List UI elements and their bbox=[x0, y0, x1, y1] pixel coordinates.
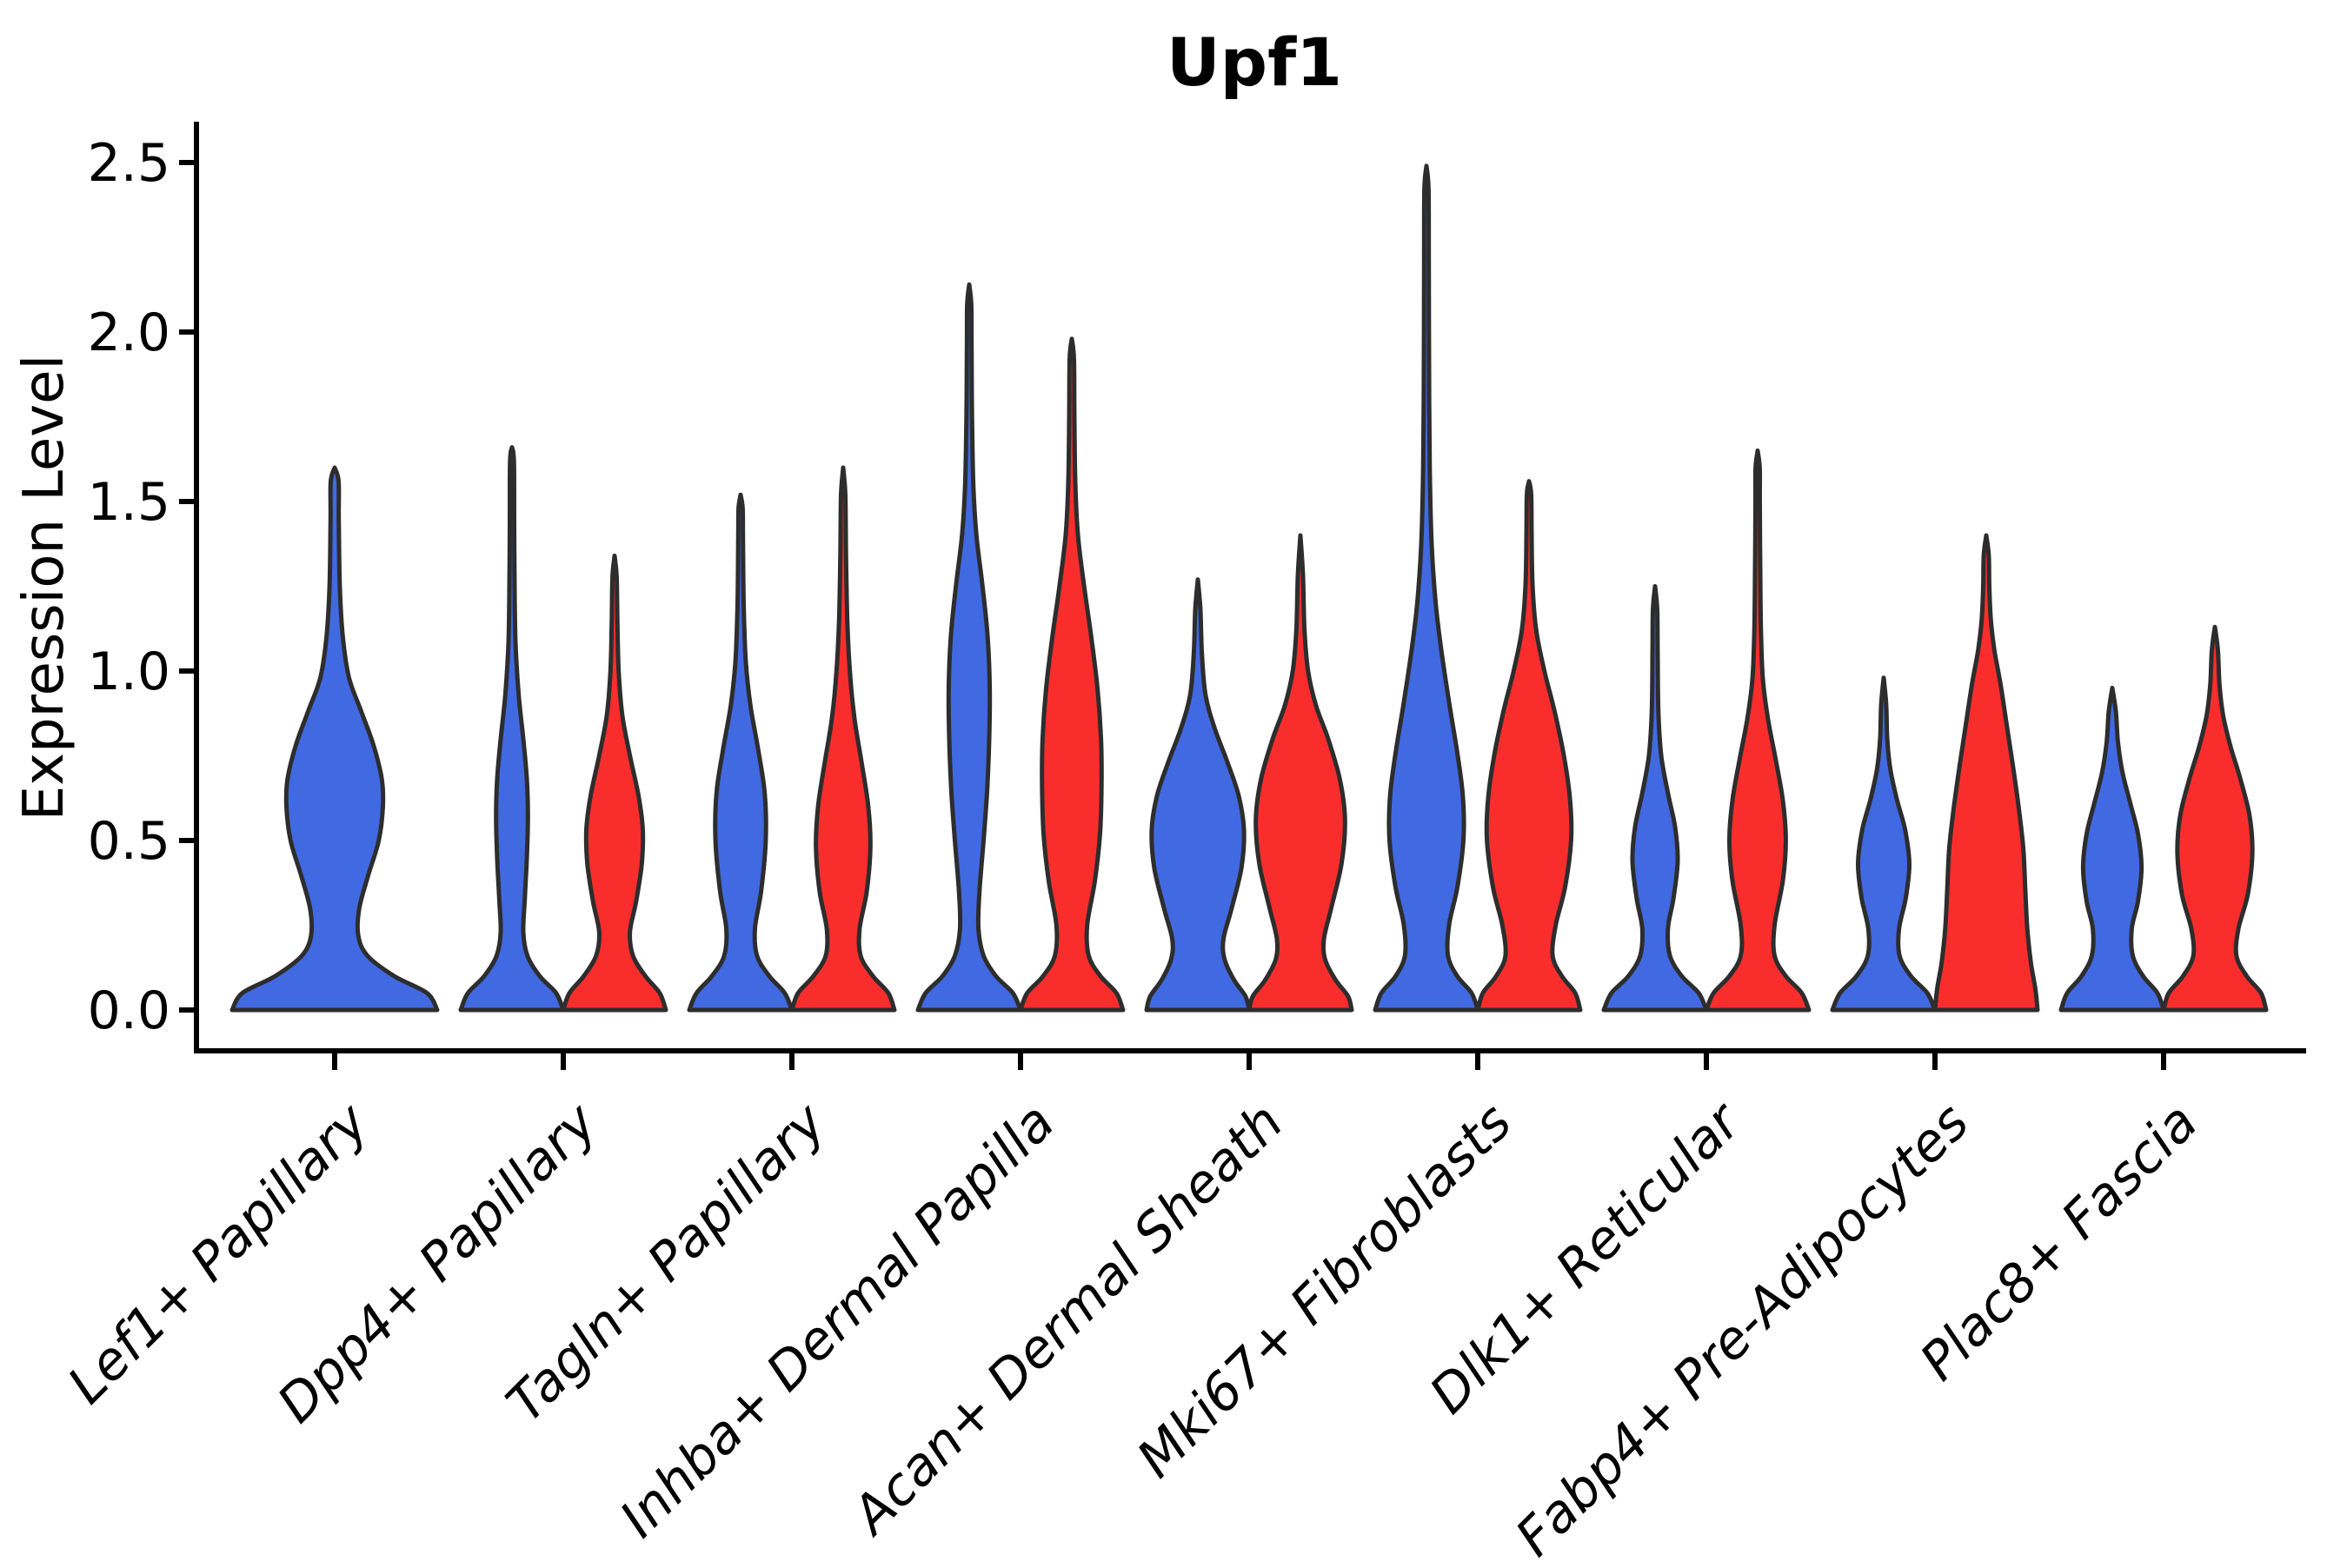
violin-tagln-papillary-blue bbox=[687, 492, 795, 1013]
chart-title: Upf1 bbox=[1167, 23, 1342, 101]
y-tick-label: 2.5 bbox=[88, 133, 170, 194]
violin-acan-dermal-sheath-blue bbox=[1144, 577, 1252, 1013]
x-tick-label-7: Fabp4+ Pre-Adipocytes bbox=[1504, 1092, 1980, 1565]
violin-fabp4-pre-adipocytes-blue bbox=[1830, 675, 1938, 1013]
violin-acan-dermal-sheath-red bbox=[1247, 533, 1354, 1013]
y-tick-label: 1.0 bbox=[88, 641, 170, 702]
violin-plac8-fascia-red bbox=[2161, 624, 2269, 1013]
violin-dlk1-reticular-red bbox=[1704, 448, 1812, 1013]
violin-plac8-fascia-blue bbox=[2058, 686, 2166, 1013]
x-tick-label-4: Acan+ Dermal Sheath bbox=[839, 1092, 1295, 1548]
axes-layer bbox=[179, 122, 2306, 1070]
violin-mki67-fibroblasts-blue bbox=[1373, 163, 1480, 1013]
violin-dpp4-papillary-red bbox=[561, 553, 668, 1013]
x-tick-label-3: Inhba+ Dermal Papilla bbox=[608, 1092, 1066, 1549]
violin-fabp4-pre-adipocytes-red bbox=[1932, 533, 2040, 1013]
y-axis-label: Expression Level bbox=[12, 355, 76, 821]
violin-lef1-papillary-blue bbox=[229, 465, 440, 1013]
y-tick-label: 0.5 bbox=[88, 811, 170, 872]
x-tick-label-5: Mki67+ Fibroblasts bbox=[1126, 1092, 1524, 1490]
violin-dpp4-papillary-blue bbox=[458, 445, 566, 1013]
violin-tagln-papillary-red bbox=[789, 465, 897, 1013]
violins-layer bbox=[229, 163, 2269, 1013]
violin-mki67-fibroblasts-red bbox=[1475, 479, 1583, 1013]
violin-inhba-dermal-papilla-blue bbox=[915, 282, 1023, 1013]
y-tick-label: 2.0 bbox=[88, 302, 170, 363]
violin-dlk1-reticular-blue bbox=[1601, 584, 1709, 1013]
violin-inhba-dermal-papilla-red bbox=[1018, 336, 1126, 1013]
y-tick-label: 1.5 bbox=[88, 472, 170, 533]
y-tick-label: 0.0 bbox=[88, 980, 170, 1041]
